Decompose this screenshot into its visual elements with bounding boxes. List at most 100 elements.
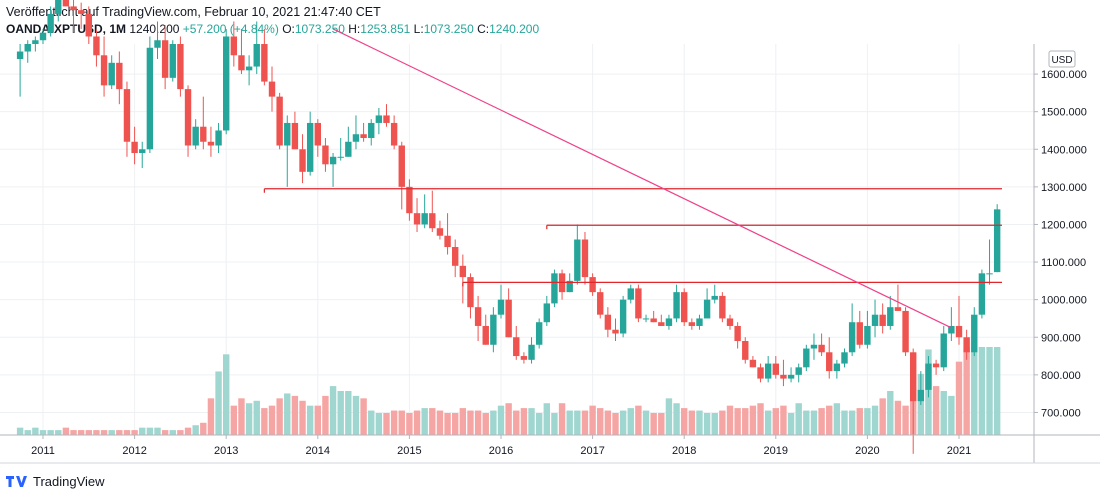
- volume-bar: [345, 391, 352, 435]
- candle-body: [780, 374, 787, 379]
- candle-body: [207, 141, 215, 146]
- candle-body: [810, 344, 818, 349]
- volume-bar: [62, 427, 70, 435]
- candle-body: [917, 389, 925, 402]
- candle-body: [253, 44, 260, 67]
- price-chart[interactable]: 700.000 800.000 900.000 1000.000 1100.000 120…: [0, 0, 1100, 470]
- candle-body: [238, 55, 245, 71]
- price-tick-label: 1000.000: [1041, 295, 1087, 307]
- candle-body: [787, 374, 795, 379]
- price-change: +57.200 (+4.84%): [182, 22, 279, 36]
- volume-bar: [589, 405, 596, 435]
- volume-bar: [70, 430, 77, 435]
- candle-body: [650, 318, 657, 323]
- candle-body: [32, 40, 39, 44]
- candle-body: [459, 265, 467, 278]
- axes[interactable]: 700.000 800.000 900.000 1000.000 1100.000 120…: [0, 44, 1100, 464]
- volume-bar: [161, 430, 169, 435]
- candle-body: [520, 356, 528, 360]
- candle-body: [47, 13, 54, 33]
- candle-body: [24, 44, 31, 52]
- volume-bar: [32, 427, 39, 435]
- price-tick-label: 1500.000: [1041, 107, 1087, 119]
- tradingview-footer[interactable]: TradingView: [6, 472, 105, 490]
- volume-bar: [368, 410, 375, 435]
- candle-body: [642, 318, 650, 320]
- volume-bar: [993, 347, 1001, 435]
- volume-bar: [543, 403, 550, 435]
- volume-bar: [85, 430, 92, 435]
- candle-body: [658, 322, 665, 326]
- candle-body: [108, 62, 115, 86]
- candle-body: [971, 314, 978, 353]
- volume-bar: [299, 400, 306, 435]
- candle-body: [589, 277, 596, 293]
- candle-body: [77, 10, 85, 14]
- volume-bar: [77, 430, 85, 435]
- volume-bar: [329, 386, 337, 435]
- candle-body: [413, 213, 421, 225]
- volume-bar: [520, 408, 528, 435]
- candle-body: [200, 126, 207, 142]
- volume-bar: [223, 354, 230, 435]
- candle-body: [665, 318, 673, 326]
- drawings[interactable]: [263, 28, 1002, 329]
- volume-bar: [474, 410, 482, 435]
- candle-body: [215, 130, 222, 146]
- volume-bar: [681, 408, 688, 435]
- volume-bar: [604, 410, 612, 435]
- candle-body: [444, 235, 451, 248]
- candle-body: [360, 134, 367, 138]
- candle-body: [337, 156, 344, 158]
- candle-body: [55, 0, 62, 14]
- candle-body: [490, 314, 497, 345]
- candle-body: [284, 122, 291, 146]
- currency-box[interactable]: [1048, 50, 1076, 68]
- candle-body: [742, 341, 749, 360]
- symbol-legend[interactable]: OANDA:XPTUSD, 1M 1240.200 +57.200 (+4.84…: [6, 22, 539, 36]
- candle-body: [581, 239, 589, 278]
- volume-bar: [963, 347, 970, 435]
- footer-brand[interactable]: TradingView: [33, 473, 105, 489]
- price-tick-label: 1200.000: [1041, 219, 1087, 231]
- currency-label: USD: [1051, 55, 1072, 66]
- price-tick-label: 1400.000: [1041, 144, 1087, 156]
- volume-bar: [887, 391, 894, 435]
- volume-bar: [757, 403, 764, 435]
- candle-body: [627, 288, 634, 300]
- candle-body: [948, 325, 955, 334]
- candle-body: [574, 239, 581, 281]
- volume-bar: [528, 408, 535, 435]
- volume-bar: [772, 408, 779, 435]
- grid-lines: [0, 44, 1034, 435]
- candle-body: [421, 213, 428, 225]
- time-tick-label: 2020: [855, 445, 879, 457]
- volume-bar: [619, 410, 627, 435]
- candle-body: [85, 13, 92, 37]
- volume-bar: [352, 395, 360, 435]
- candle-body: [93, 36, 100, 56]
- volume-bar: [131, 430, 138, 435]
- volume-bar: [818, 408, 825, 435]
- candle-body: [963, 337, 970, 353]
- volume-bar: [833, 403, 841, 435]
- volume-bar: [978, 347, 986, 435]
- price-tick-label: 1300.000: [1041, 182, 1087, 194]
- candle-body: [688, 322, 696, 326]
- volume-bar: [932, 386, 940, 435]
- volume-bar: [658, 413, 665, 435]
- volume-bar: [192, 425, 199, 435]
- volume-bars: [16, 347, 1001, 435]
- high-value: 1253.851: [360, 22, 411, 36]
- price-tick-label: 700.000: [1041, 407, 1081, 419]
- candle-body: [322, 145, 329, 165]
- volume-bar: [24, 430, 31, 435]
- candle-body: [245, 66, 253, 71]
- volume-bar: [421, 408, 428, 435]
- candle-body: [986, 273, 993, 275]
- low-label: L:: [413, 22, 424, 36]
- volume-bar: [703, 413, 711, 435]
- volume-bar: [864, 408, 871, 435]
- candle-body: [39, 32, 47, 41]
- candle-body: [764, 363, 772, 379]
